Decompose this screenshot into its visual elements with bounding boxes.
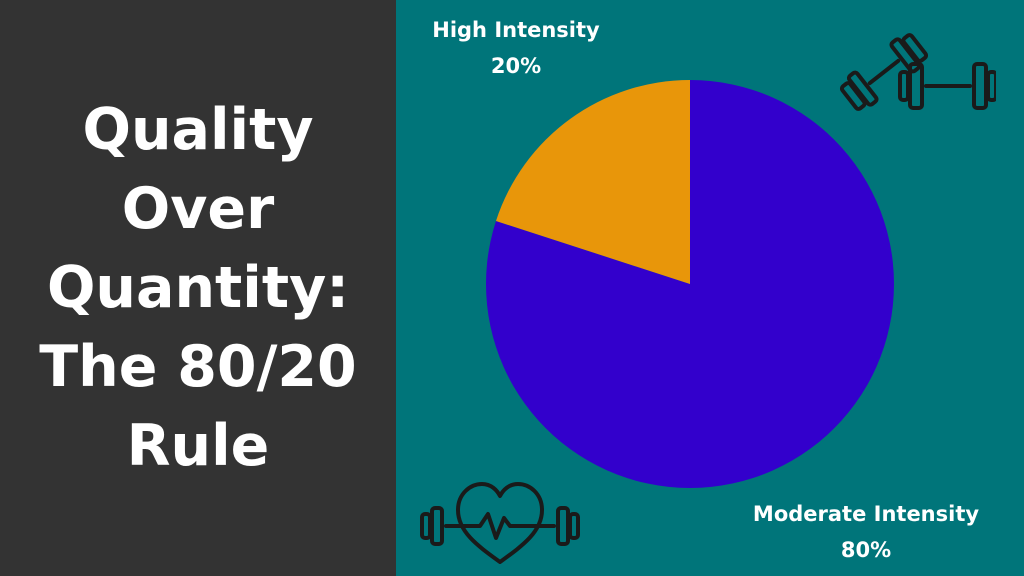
page-title: Quality Over Quantity: The 80/20 Rule bbox=[39, 91, 356, 486]
pie-slice-moderate-intensity bbox=[485, 80, 894, 488]
high-intensity-value: 20% bbox=[490, 54, 542, 78]
title-line-5: Rule bbox=[126, 412, 270, 479]
high-intensity-label: High Intensity 20% bbox=[406, 12, 626, 84]
chart-panel: High Intensity 20% Moderate Intensity 80… bbox=[396, 0, 1024, 576]
moderate-intensity-value: 80% bbox=[840, 538, 892, 562]
title-line-1: Quality bbox=[82, 96, 314, 163]
high-intensity-name: High Intensity bbox=[432, 18, 600, 42]
title-panel: Quality Over Quantity: The 80/20 Rule bbox=[0, 0, 396, 576]
title-line-3: Quantity: bbox=[46, 254, 350, 321]
pie-slice-high-intensity bbox=[495, 79, 690, 285]
moderate-intensity-label: Moderate Intensity 80% bbox=[716, 496, 1016, 568]
moderate-intensity-name: Moderate Intensity bbox=[752, 502, 980, 526]
dumbbells-icon bbox=[839, 33, 996, 111]
pie-chart bbox=[485, 79, 894, 488]
title-line-2: Over bbox=[121, 175, 275, 242]
title-line-4: The 80/20 bbox=[39, 333, 357, 400]
heart-dumbbell-icon bbox=[420, 482, 580, 564]
